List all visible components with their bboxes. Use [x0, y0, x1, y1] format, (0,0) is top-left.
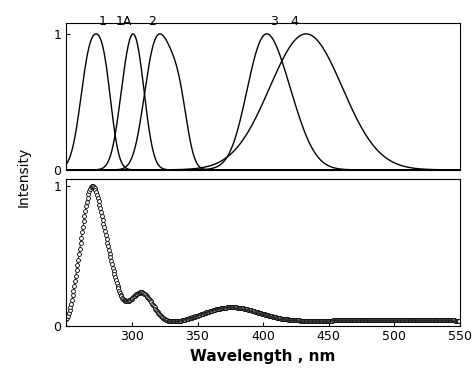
Text: 4: 4	[291, 15, 299, 28]
Text: 2: 2	[148, 15, 155, 28]
Text: 3: 3	[270, 15, 277, 28]
Text: 1: 1	[99, 15, 107, 28]
X-axis label: Wavelength , nm: Wavelength , nm	[191, 349, 336, 364]
Text: 1A: 1A	[116, 15, 132, 28]
Y-axis label: Intensity: Intensity	[17, 147, 31, 207]
